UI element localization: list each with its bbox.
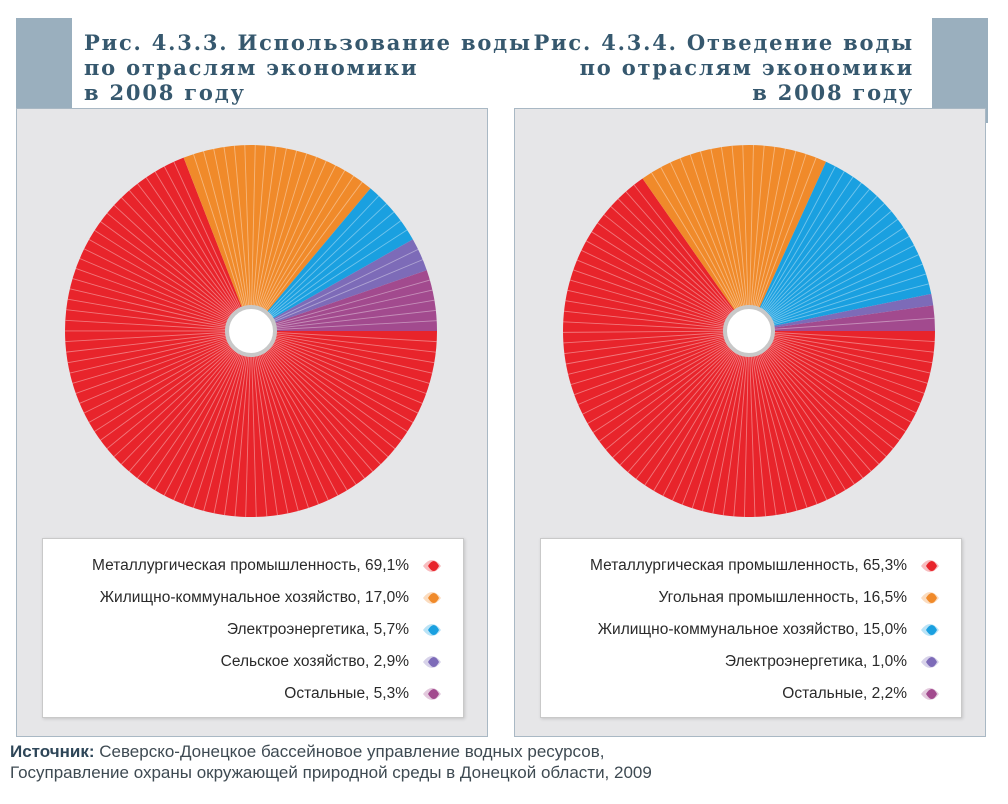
- legend-water-discharge: Металлургическая промышленность, 65,3% У…: [540, 538, 962, 718]
- legend-marker-icon: [921, 624, 939, 636]
- source-text: Северско-Донецкое бассейновое управление…: [10, 742, 652, 782]
- source-note: Источник: Северско-Донецкое бассейновое …: [10, 741, 652, 783]
- legend-marker-icon: [921, 688, 939, 700]
- legend-marker-icon: [423, 560, 441, 572]
- header-accent-right: [932, 18, 988, 123]
- pie-center-hole: [723, 305, 775, 357]
- chart-panel-water-discharge: Металлургическая промышленность, 65,3% У…: [514, 108, 986, 737]
- legend-label: Остальные, 5,3%: [284, 685, 409, 702]
- header-accent-left: [16, 18, 72, 123]
- legend-label: Электроэнергетика, 1,0%: [724, 653, 907, 670]
- pie-slice-fourth: [749, 293, 934, 331]
- pie-slice-other: [251, 270, 437, 331]
- pie-slice-third: [749, 161, 932, 331]
- pie-slice-fourth: [251, 239, 427, 331]
- legend-marker-icon: [423, 592, 441, 604]
- legend-marker-icon: [921, 560, 939, 572]
- chart-title-water-use: Рис. 4.3.3. Использование воды по отрасл…: [84, 30, 532, 105]
- legend-label: Остальные, 2,2%: [782, 685, 907, 702]
- legend-label: Угольная промышленность, 16,5%: [658, 589, 908, 606]
- legend-item: Жилищно-коммунальное хозяйство, 17,0%: [100, 583, 445, 613]
- pie-slice-second: [183, 145, 371, 331]
- legend-item: Остальные, 5,3%: [284, 679, 445, 709]
- legend-label: Сельское хозяйство, 2,9%: [220, 653, 409, 670]
- legend-label: Металлургическая промышленность, 65,3%: [590, 557, 907, 574]
- legend-item: Электроэнергетика, 5,7%: [227, 615, 445, 645]
- legend-item: Металлургическая промышленность, 69,1%: [92, 551, 445, 581]
- legend-marker-icon: [921, 592, 939, 604]
- source-label: Источник:: [10, 742, 95, 761]
- legend-marker-icon: [423, 624, 441, 636]
- pie-chart-water-use: [64, 145, 437, 517]
- legend-item: Остальные, 2,2%: [782, 679, 943, 709]
- legend-label: Электроэнергетика, 5,7%: [226, 621, 409, 638]
- legend-marker-icon: [423, 688, 441, 700]
- pie-center-hole: [225, 305, 277, 357]
- pie-slice-second: [642, 145, 827, 331]
- legend-marker-icon: [423, 656, 441, 668]
- legend-marker-icon: [921, 656, 939, 668]
- legend-label: Жилищно-коммунальное хозяйство, 15,0%: [597, 621, 907, 638]
- legend-water-use: Металлургическая промышленность, 69,1% Ж…: [42, 538, 464, 718]
- pie-slice-other: [749, 305, 935, 331]
- legend-item: Сельское хозяйство, 2,9%: [221, 647, 445, 677]
- legend-label: Жилищно-коммунальное хозяйство, 17,0%: [99, 589, 409, 606]
- pie-chart-water-discharge: [563, 145, 935, 518]
- pie-slice-third: [251, 188, 413, 331]
- chart-panel-water-use: Металлургическая промышленность, 69,1% Ж…: [16, 108, 488, 737]
- chart-title-water-discharge: Рис. 4.3.4. Отведение воды по отраслям э…: [533, 30, 914, 105]
- legend-item: Жилищно-коммунальное хозяйство, 15,0%: [598, 615, 943, 645]
- legend-label: Металлургическая промышленность, 69,1%: [92, 557, 409, 574]
- legend-item: Угольная промышленность, 16,5%: [659, 583, 944, 613]
- legend-item: Электроэнергетика, 1,0%: [725, 647, 943, 677]
- legend-item: Металлургическая промышленность, 65,3%: [590, 551, 943, 581]
